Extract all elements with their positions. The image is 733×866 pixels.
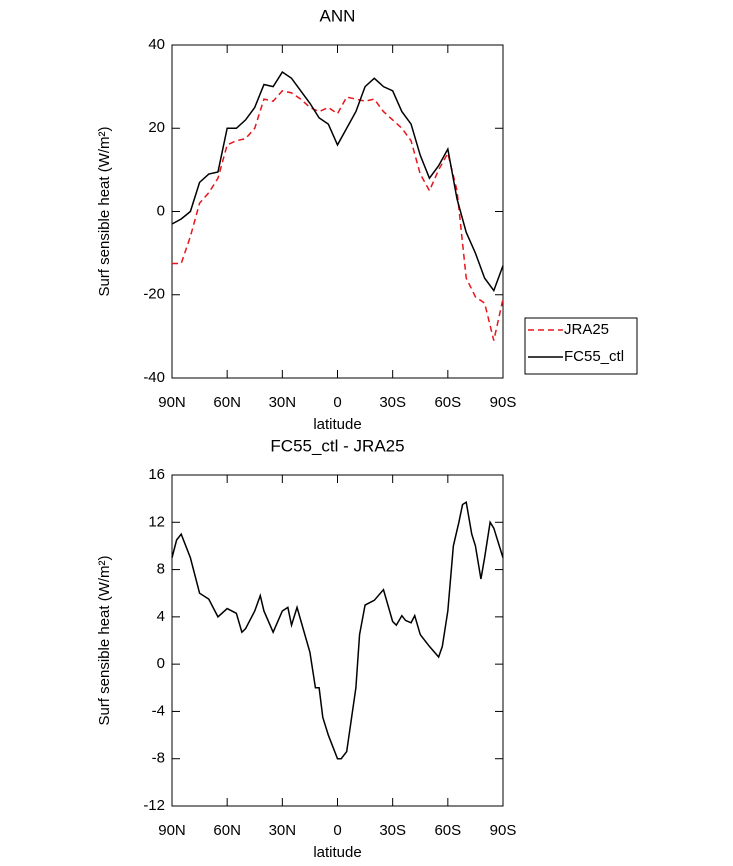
y-tick-label: 12: [148, 513, 165, 530]
x-tick-label: 30N: [269, 394, 297, 411]
x-tick-label: 30S: [379, 394, 406, 411]
x-axis-label: latitude: [313, 416, 361, 433]
x-axis-label: latitude: [313, 844, 361, 861]
x-tick-label: 60N: [213, 394, 241, 411]
legend-label: FC55_ctl: [564, 348, 624, 365]
data-line: [172, 89, 504, 341]
y-tick-label: -40: [143, 369, 165, 386]
chart-title: FC55_ctl - JRA25: [270, 436, 404, 455]
y-tick-label: -8: [152, 750, 165, 767]
y-axis-label: Surf sensible heat (W/m²): [96, 126, 113, 296]
y-tick-label: -20: [143, 286, 165, 303]
y-tick-label: 4: [157, 608, 165, 625]
y-tick-label: 8: [157, 561, 165, 578]
plot-frame: [171, 474, 504, 807]
x-tick-label: 30N: [269, 822, 297, 839]
y-tick-label: -4: [152, 702, 165, 719]
y-tick-label: 20: [148, 119, 165, 136]
x-tick-label: 90S: [490, 822, 517, 839]
legend-box: [524, 317, 638, 375]
x-tick-label: 60S: [434, 394, 461, 411]
y-tick-label: 40: [148, 36, 165, 53]
x-tick-label: 60S: [434, 822, 461, 839]
x-tick-label: 90N: [158, 822, 186, 839]
y-axis-label: Surf sensible heat (W/m²): [96, 555, 113, 725]
x-tick-label: 90N: [158, 394, 186, 411]
legend-label: JRA25: [564, 321, 609, 338]
y-tick-label: 0: [157, 202, 165, 219]
data-line: [171, 71, 504, 293]
y-tick-label: 0: [157, 655, 165, 672]
x-tick-label: 0: [333, 394, 341, 411]
plot-frame: [171, 44, 504, 379]
y-tick-label: 16: [148, 466, 165, 483]
chart-title: ANN: [320, 6, 356, 25]
x-tick-label: 90S: [490, 394, 517, 411]
x-tick-label: 0: [333, 822, 341, 839]
data-line: [171, 500, 504, 760]
x-tick-label: 30S: [379, 822, 406, 839]
x-tick-label: 60N: [213, 822, 241, 839]
y-tick-label: -12: [143, 797, 165, 814]
